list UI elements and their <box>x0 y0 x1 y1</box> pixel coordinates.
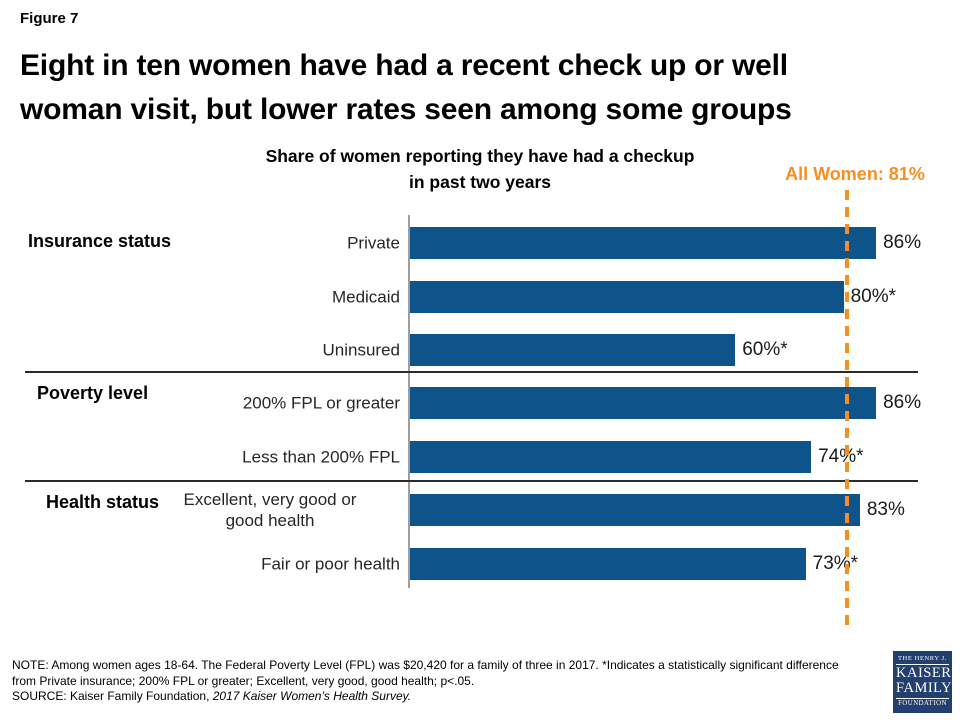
bar <box>410 547 806 580</box>
chart-title: Share of women reporting they have had a… <box>180 143 780 195</box>
category-label: Uninsured <box>322 340 401 360</box>
note-line-1: NOTE: Among women ages 18-64. The Federa… <box>12 658 839 672</box>
bar-value-label: 80%* <box>850 285 897 307</box>
logo-line-kaiser: KAISER <box>896 665 952 681</box>
logo-line-family: FAMILY <box>896 680 953 696</box>
category-label: Less than 200% FPL <box>242 447 400 466</box>
reference-line <box>845 190 849 632</box>
reference-line-label: All Women: 81% <box>785 164 925 184</box>
bar-value-label: 74%* <box>818 445 864 467</box>
bar-value-label: 86% <box>883 232 922 253</box>
logo-line-foundation: FOUNDATION <box>896 697 949 707</box>
source-italic: 2017 Kaiser Women’s Health Survey. <box>212 689 412 703</box>
figure-label: Figure 7 <box>20 10 79 27</box>
category-label: Medicaid <box>331 287 400 306</box>
bar-value-label: 86% <box>883 392 922 413</box>
chart-title-line-2: in past two years <box>409 172 551 192</box>
bar <box>410 227 877 259</box>
group-label: Insurance status <box>28 231 172 251</box>
bar <box>410 494 860 526</box>
footnote: NOTE: Among women ages 18-64. The Federa… <box>12 658 892 705</box>
bar <box>410 440 812 473</box>
bar-value-label: 60%* <box>742 339 788 360</box>
source-line: SOURCE: Kaiser Family Foundation, 2017 K… <box>12 689 892 705</box>
bar-value-label: 83% <box>866 499 905 520</box>
bar-chart: Insurance status Private 86% Medicaid 80%* Un… <box>25 215 922 588</box>
y-axis-line <box>408 215 410 588</box>
chart-title-line-1: Share of women reporting they have had a… <box>265 146 695 166</box>
note-line-2: from Private insurance; 200% FPL or grea… <box>12 673 475 688</box>
title-line-1: Eight in ten women have had a recent che… <box>20 49 788 82</box>
group-label: Poverty level <box>37 383 149 403</box>
group-label: Health status <box>46 492 160 512</box>
category-label: Fair or poor health <box>261 554 400 573</box>
logo-line-henry: THE HENRY J. <box>896 655 949 665</box>
kff-logo: THE HENRY J. KAISER FAMILY FOUNDATION <box>893 651 952 713</box>
bar <box>410 334 736 366</box>
bar <box>410 387 877 419</box>
title-line-2: woman visit, but lower rates seen among … <box>20 93 792 126</box>
category-label: 200% FPL or greater <box>242 393 400 413</box>
group-divider <box>25 480 918 482</box>
bar <box>410 280 844 313</box>
group-divider <box>25 371 918 373</box>
category-label: Excellent, very good or good health <box>183 490 357 530</box>
slide-title: Eight in ten women have had a recent che… <box>20 44 950 132</box>
source-prefix: SOURCE: Kaiser Family Foundation, <box>12 689 213 703</box>
bar-value-label: 73%* <box>812 552 859 574</box>
category-label: Private <box>347 233 400 253</box>
